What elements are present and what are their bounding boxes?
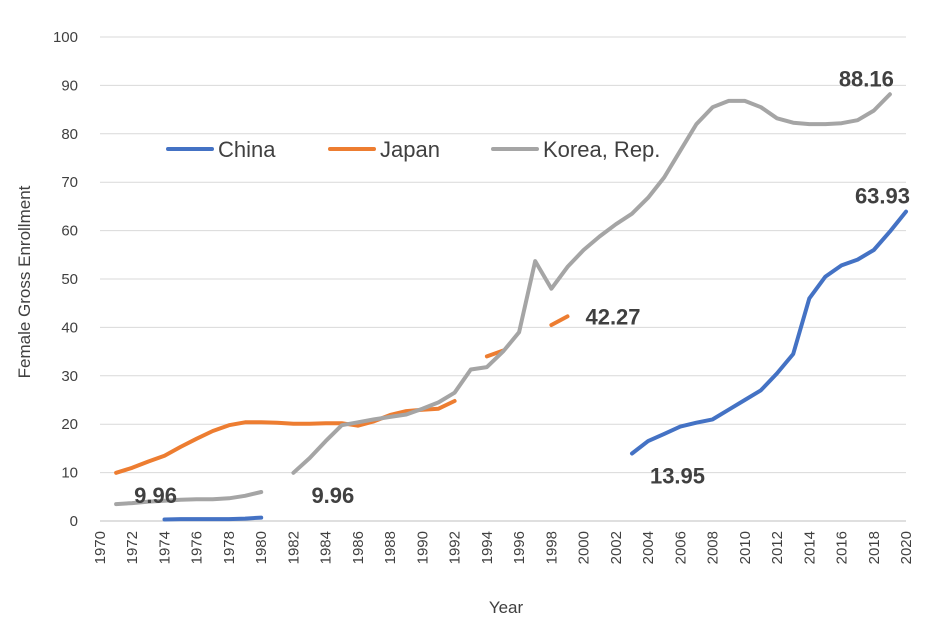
data-label: 42.27 bbox=[585, 304, 640, 329]
series-line-korea-rep bbox=[291, 92, 892, 475]
x-tick-label: 2014 bbox=[801, 531, 818, 564]
x-tick-label: 2000 bbox=[576, 531, 593, 564]
x-tick-label: 2012 bbox=[769, 531, 786, 564]
y-axis-title: Female Gross Enrollment bbox=[15, 185, 34, 378]
y-tick-label: 30 bbox=[61, 368, 78, 385]
y-axis-ticks: 0 10 20 30 40 50 60 70 80 90 100 bbox=[53, 29, 78, 530]
y-tick-label: 50 bbox=[61, 271, 78, 288]
y-tick-label: 70 bbox=[61, 174, 78, 191]
data-labels: 9.96 9.96 42.27 13.95 63.93 88.16 bbox=[134, 66, 910, 507]
x-tick-label: 1984 bbox=[318, 531, 335, 564]
x-axis-title: Year bbox=[489, 598, 524, 617]
y-tick-label: 10 bbox=[61, 465, 78, 482]
series-line-china bbox=[162, 515, 264, 522]
data-label: 88.16 bbox=[839, 66, 894, 91]
series-lines bbox=[114, 92, 908, 522]
x-tick-label: 1994 bbox=[479, 531, 496, 564]
x-tick-label: 2004 bbox=[640, 531, 657, 564]
x-tick-label: 1980 bbox=[253, 531, 270, 564]
data-label: 9.96 bbox=[134, 483, 177, 508]
y-tick-label: 100 bbox=[53, 29, 78, 46]
series-line-japan bbox=[549, 314, 570, 327]
x-tick-label: 1992 bbox=[447, 531, 464, 564]
y-tick-label: 60 bbox=[61, 223, 78, 240]
x-tick-label: 1990 bbox=[414, 531, 431, 564]
data-label: 13.95 bbox=[650, 463, 705, 488]
x-tick-label: 2008 bbox=[705, 531, 722, 564]
y-tick-label: 40 bbox=[61, 319, 78, 336]
x-tick-label: 1982 bbox=[285, 531, 302, 564]
x-tick-label: 1970 bbox=[92, 531, 109, 564]
x-tick-label: 1978 bbox=[221, 531, 238, 564]
x-axis-ticks: 1970 1972 1974 1976 1978 1980 1982 1984 1986 1988… bbox=[92, 531, 915, 564]
x-tick-label: 1974 bbox=[156, 531, 173, 564]
legend: China Japan Korea, Rep. bbox=[166, 137, 660, 162]
x-tick-label: 1988 bbox=[382, 531, 399, 564]
x-tick-label: 2002 bbox=[608, 531, 625, 564]
legend-label-china: China bbox=[218, 137, 276, 162]
x-tick-label: 2016 bbox=[834, 531, 851, 564]
data-label: 63.93 bbox=[855, 184, 910, 209]
x-tick-label: 1986 bbox=[350, 531, 367, 564]
gridlines bbox=[100, 36, 906, 522]
series-line-japan bbox=[114, 399, 457, 475]
x-tick-label: 1976 bbox=[189, 531, 206, 564]
y-tick-label: 90 bbox=[61, 77, 78, 94]
x-tick-label: 2020 bbox=[898, 531, 915, 564]
x-tick-label: 1972 bbox=[124, 531, 141, 564]
x-tick-label: 1998 bbox=[543, 531, 560, 564]
y-tick-label: 20 bbox=[61, 416, 78, 433]
y-tick-label: 0 bbox=[70, 513, 78, 530]
x-tick-label: 1996 bbox=[511, 531, 528, 564]
series-line-china bbox=[630, 209, 908, 456]
legend-label-japan: Japan bbox=[380, 137, 440, 162]
series-line-korea-rep bbox=[114, 490, 264, 507]
x-tick-label: 2010 bbox=[737, 531, 754, 564]
x-tick-label: 2018 bbox=[866, 531, 883, 564]
legend-label-korea-rep: Korea, Rep. bbox=[543, 137, 660, 162]
data-label: 9.96 bbox=[311, 483, 354, 508]
y-tick-label: 80 bbox=[61, 126, 78, 143]
x-tick-label: 2006 bbox=[672, 531, 689, 564]
